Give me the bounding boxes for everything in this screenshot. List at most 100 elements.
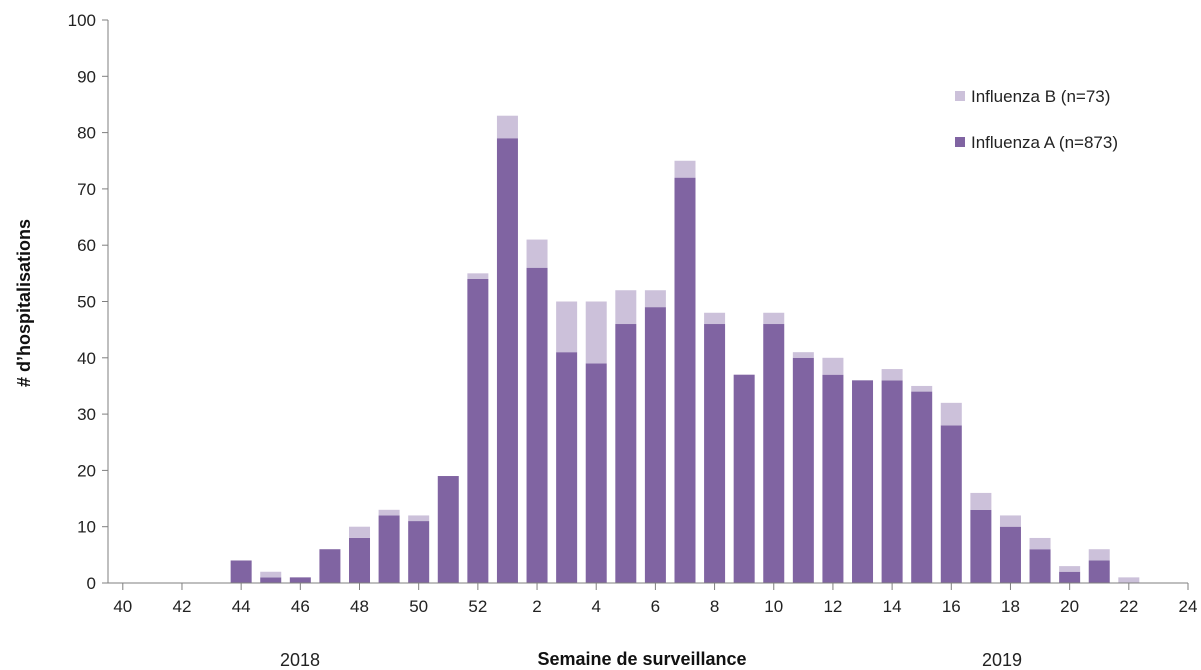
- bar-influenza-b-week-52-12: [467, 273, 489, 279]
- y-tick-label-60: 60: [77, 236, 96, 255]
- bar-influenza-b-week-1-13: [496, 115, 518, 139]
- x-tick-label-24-36: 24: [1179, 597, 1198, 616]
- bar-influenza-a-week-10-22: [763, 324, 785, 583]
- bar-influenza-b-week-2-14: [526, 239, 548, 268]
- bar-influenza-a-week-3-15: [556, 352, 578, 583]
- bar-influenza-b-week-14-26: [881, 369, 903, 381]
- bar-influenza-b-week-21-33: [1088, 549, 1110, 561]
- bar-influenza-a-week-46-6: [289, 577, 311, 583]
- x-tick-label-48-8: 48: [350, 597, 369, 616]
- bar-influenza-b-week-3-15: [556, 301, 578, 353]
- x-tick-label-8-20: 8: [710, 597, 719, 616]
- y-tick-label-90: 90: [77, 67, 96, 86]
- bar-influenza-a-week-52-12: [467, 278, 489, 583]
- y-tick-labels: 0 10 20 30 40 50 60 70 80 90 100: [68, 11, 96, 593]
- bar-influenza-a-week-6-18: [644, 307, 666, 583]
- x-tick-label-18-30: 18: [1001, 597, 1020, 616]
- bar-influenza-a-week-1-13: [496, 138, 518, 584]
- x-tick-label-50-10: 50: [409, 597, 428, 616]
- x-tick-label-6-18: 6: [651, 597, 660, 616]
- bar-influenza-a-week-44-4: [230, 560, 252, 583]
- y-axis-title: # d’hospitalisations: [14, 219, 34, 387]
- year-label-2019: 2019: [982, 650, 1022, 670]
- x-tick-label-14-26: 14: [883, 597, 902, 616]
- x-tick-label-16-28: 16: [942, 597, 961, 616]
- bar-influenza-b-week-4-16: [585, 301, 607, 364]
- bar-influenza-a-week-14-26: [881, 380, 903, 583]
- bar-influenza-a-week-48-8: [349, 537, 371, 583]
- y-tick-label-0: 0: [87, 574, 96, 593]
- bar-influenza-b-week-49-9: [378, 509, 400, 516]
- bar-influenza-b-week-20-32: [1059, 566, 1081, 572]
- legend: Influenza B (n=73) Influenza A (n=873): [955, 87, 1118, 152]
- y-tick-label-30: 30: [77, 405, 96, 424]
- x-axis-title: Semaine de surveillance: [537, 649, 746, 669]
- axes-group: [102, 19, 1189, 590]
- x-tick-label-20-32: 20: [1060, 597, 1079, 616]
- bar-influenza-b-week-15-27: [911, 385, 933, 392]
- bar-influenza-a-week-49-9: [378, 515, 400, 583]
- bar-influenza-a-week-8-20: [704, 324, 726, 583]
- bar-influenza-a-week-17-29: [970, 509, 992, 583]
- x-tick-label-42-2: 42: [173, 597, 192, 616]
- y-tick-label-70: 70: [77, 180, 96, 199]
- bar-influenza-a-week-45-5: [260, 577, 282, 583]
- bar-influenza-b-week-11-23: [792, 352, 814, 358]
- bar-influenza-a-week-19-31: [1029, 549, 1051, 583]
- bar-influenza-a-week-20-32: [1059, 571, 1081, 583]
- bar-influenza-a-week-51-11: [437, 476, 459, 583]
- x-tick-label-52-12: 52: [468, 597, 487, 616]
- bar-influenza-a-week-15-27: [911, 391, 933, 583]
- year-label-2018: 2018: [280, 650, 320, 670]
- bar-influenza-a-week-47-7: [319, 549, 341, 583]
- bar-influenza-a-week-9-21: [733, 374, 755, 583]
- y-tick-label-100: 100: [68, 11, 96, 30]
- bar-influenza-b-week-17-29: [970, 492, 992, 510]
- y-tick-label-40: 40: [77, 349, 96, 368]
- bar-influenza-a-week-4-16: [585, 363, 607, 583]
- bar-influenza-a-week-2-14: [526, 267, 548, 583]
- bar-influenza-b-week-50-10: [408, 515, 430, 522]
- x-tick-label-10-22: 10: [764, 597, 783, 616]
- bar-influenza-b-week-7-19: [674, 160, 696, 178]
- legend-swatch-influenza-b: [955, 91, 965, 101]
- x-tick-label-22-34: 22: [1119, 597, 1138, 616]
- bar-influenza-b-week-45-5: [260, 571, 282, 578]
- bar-influenza-a-week-16-28: [940, 425, 962, 583]
- x-tick-label-40-0: 40: [113, 597, 132, 616]
- bar-influenza-a-week-13-25: [852, 380, 874, 583]
- bar-influenza-a-week-21-33: [1088, 560, 1110, 583]
- legend-label-influenza-a: Influenza A (n=873): [971, 133, 1118, 152]
- x-tick-label-12-24: 12: [823, 597, 842, 616]
- bar-influenza-b-week-18-30: [999, 515, 1021, 527]
- y-tick-label-80: 80: [77, 124, 96, 143]
- bar-influenza-a-week-7-19: [674, 177, 696, 583]
- y-tick-label-20: 20: [77, 461, 96, 480]
- bar-influenza-b-week-5-17: [615, 290, 637, 325]
- bar-influenza-a-week-18-30: [999, 526, 1021, 583]
- bar-influenza-b-week-12-24: [822, 357, 844, 375]
- legend-swatch-influenza-a: [955, 137, 965, 147]
- bar-influenza-a-week-5-17: [615, 324, 637, 583]
- bar-influenza-b-week-48-8: [349, 526, 371, 538]
- y-tick-label-10: 10: [77, 518, 96, 537]
- bar-influenza-b-week-22-34: [1118, 577, 1140, 583]
- bar-influenza-b-week-16-28: [940, 402, 962, 426]
- bars-group: [230, 115, 1140, 584]
- bar-influenza-a-week-11-23: [792, 357, 814, 583]
- x-tick-label-44-4: 44: [232, 597, 251, 616]
- bar-influenza-a-week-50-10: [408, 521, 430, 583]
- bar-influenza-b-week-10-22: [763, 312, 785, 325]
- bar-influenza-b-week-19-31: [1029, 537, 1051, 550]
- legend-label-influenza-b: Influenza B (n=73): [971, 87, 1110, 106]
- bar-influenza-b-week-6-18: [644, 290, 666, 308]
- bar-influenza-b-week-8-20: [704, 312, 726, 325]
- x-tick-label-4-16: 4: [591, 597, 600, 616]
- x-tick-labels: 40 42 44 46 48 50 52 2 4 6 8 10 12 14 16 18 20 22 24: [113, 597, 1197, 616]
- x-tick-label-46-6: 46: [291, 597, 310, 616]
- y-tick-label-50: 50: [77, 293, 96, 312]
- x-tick-label-2-14: 2: [532, 597, 541, 616]
- bar-influenza-a-week-12-24: [822, 374, 844, 583]
